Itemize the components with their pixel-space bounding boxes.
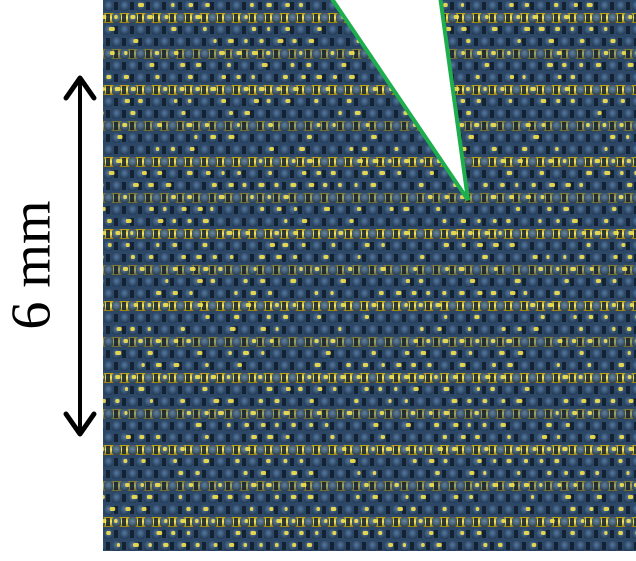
double-headed-arrow-icon bbox=[63, 75, 97, 437]
scale-label-text: 6 mm bbox=[1, 200, 63, 330]
fabric-weave-texture bbox=[103, 0, 636, 551]
scale-label: 6 mm bbox=[1, 190, 63, 340]
woven-fabric-photo bbox=[103, 0, 636, 551]
scale-bar bbox=[58, 70, 102, 442]
